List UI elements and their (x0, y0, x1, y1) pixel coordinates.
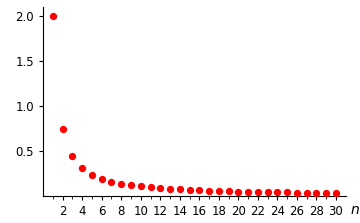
Point (216, 189, 222, 193)
Point (89, 173, 95, 176)
Point (128, 183, 134, 187)
Point (50, 14, 56, 17)
Point (60, 127, 66, 130)
Point (197, 188, 202, 192)
Point (186, 188, 192, 192)
Point (333, 191, 339, 195)
Point (304, 191, 310, 194)
Point (177, 188, 183, 191)
Point (99, 177, 105, 180)
Point (109, 180, 114, 183)
Point (235, 190, 241, 193)
Text: n: n (351, 203, 359, 217)
Point (69, 154, 75, 158)
Point (138, 184, 144, 188)
Point (314, 191, 319, 195)
Point (265, 190, 270, 194)
Point (294, 191, 300, 194)
Point (245, 190, 251, 194)
Point (284, 191, 290, 194)
Point (274, 190, 280, 194)
Point (206, 189, 212, 192)
Point (323, 191, 329, 195)
Point (148, 186, 153, 189)
Point (79, 166, 85, 170)
Point (118, 182, 124, 185)
Point (167, 187, 173, 190)
Point (255, 190, 261, 194)
Point (157, 186, 163, 190)
Point (226, 190, 231, 193)
